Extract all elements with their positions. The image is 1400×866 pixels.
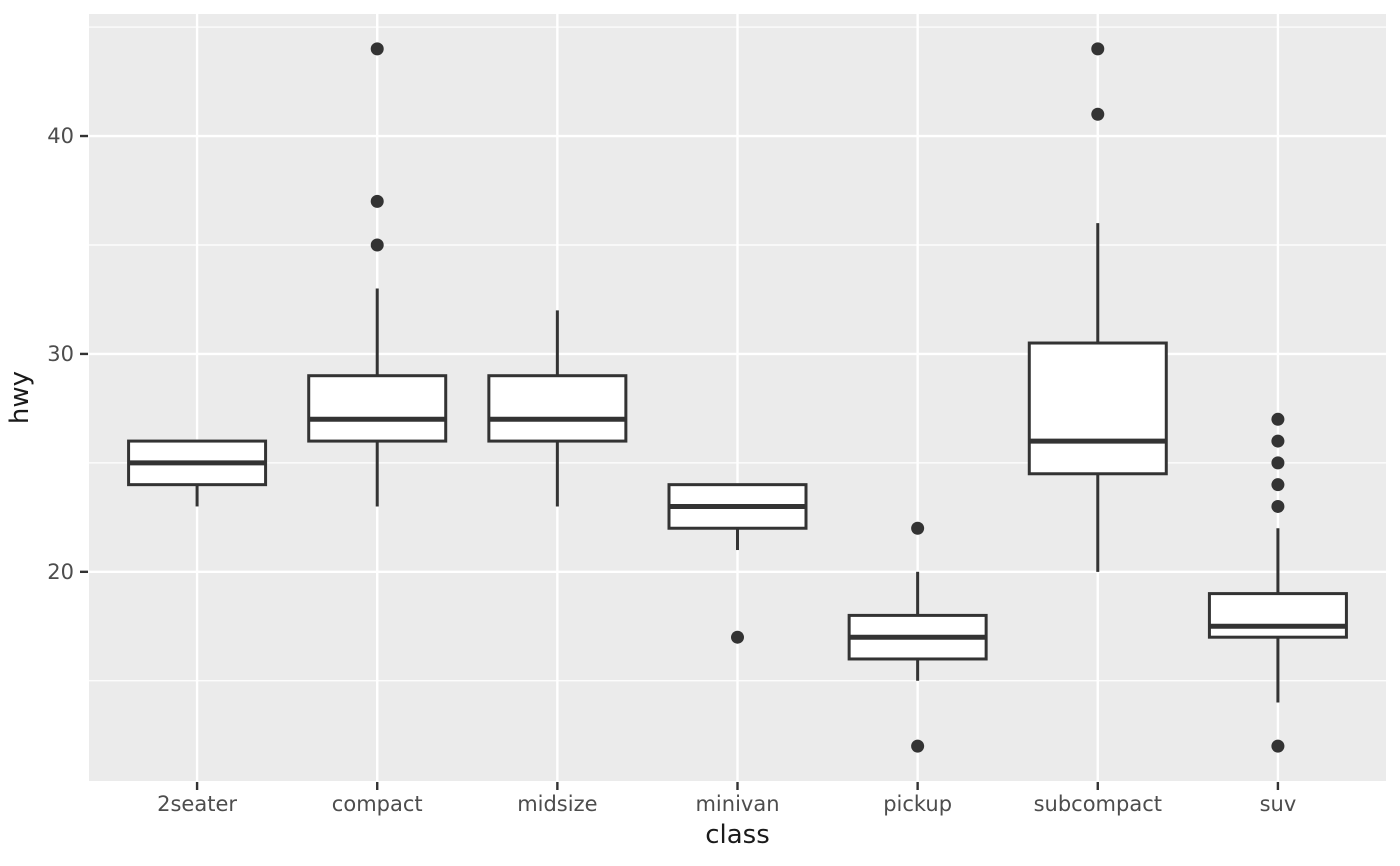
outlier-dot <box>1271 739 1285 753</box>
boxplot-pickup <box>847 521 988 753</box>
y-axis-title: hwy <box>5 371 35 424</box>
y-tick-label: 30 <box>47 342 74 366</box>
outlier-dot <box>1271 412 1285 426</box>
y-tick-label: 40 <box>47 124 74 148</box>
axes: 20 30 40 2seater compact midsize minivan pickup… <box>47 124 1296 816</box>
x-tick-label: minivan <box>695 792 779 816</box>
x-tick-label: compact <box>332 792 423 816</box>
outlier-dot <box>911 521 925 535</box>
box-rect <box>307 374 448 443</box>
x-tick-label: suv <box>1260 792 1297 816</box>
y-tick-label: 20 <box>47 560 74 584</box>
outlier-dot <box>911 739 925 753</box>
box-rect <box>1207 592 1348 639</box>
boxplot-subcompact <box>1027 42 1168 572</box>
boxplot-compact <box>307 42 448 507</box>
boxplot-2seater <box>127 439 268 507</box>
outlier-dot <box>1271 499 1285 513</box>
x-axis-title: class <box>705 820 770 850</box>
outlier-dot <box>370 238 384 252</box>
boxplot-suv <box>1207 412 1348 753</box>
boxplot-minivan <box>667 483 808 644</box>
outlier-dot <box>731 630 744 644</box>
x-tick-label: 2seater <box>157 792 237 816</box>
outlier-dot <box>1271 478 1285 492</box>
outlier-dot <box>1091 107 1105 121</box>
box-rect <box>487 374 628 443</box>
outlier-dot <box>1271 434 1285 448</box>
boxplot-midsize <box>487 310 628 507</box>
boxplots <box>127 42 1348 753</box>
x-tick-label: subcompact <box>1034 792 1162 816</box>
outlier-dot <box>370 194 384 208</box>
outlier-dot <box>370 42 384 56</box>
outlier-dot <box>1091 42 1105 56</box>
x-tick-label: midsize <box>517 792 597 816</box>
box-rect <box>1027 341 1168 476</box>
x-tick-label: pickup <box>883 792 952 816</box>
outlier-dot <box>1271 456 1285 470</box>
